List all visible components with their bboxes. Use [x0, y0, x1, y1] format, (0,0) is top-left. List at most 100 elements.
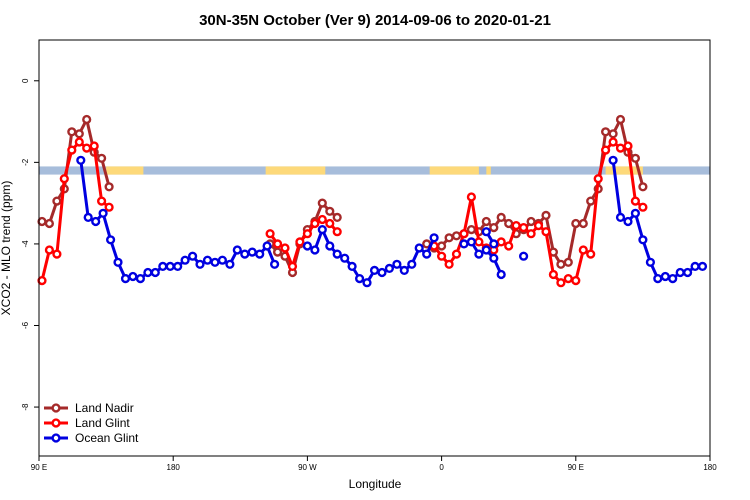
- series-2-point-2-5: [496, 269, 506, 280]
- series-1-point-1-6: [310, 218, 320, 229]
- series-2-point-1-11: [384, 263, 395, 274]
- series-2-line-1: [306, 228, 436, 285]
- series-2-point-0-19: [217, 255, 228, 265]
- series-1-point-2-19: [571, 276, 581, 286]
- series-2-point-5-7: [660, 271, 670, 282]
- series-2-point-5-9: [675, 267, 685, 278]
- series-1-point-2-27: [630, 196, 641, 206]
- series-0-point-2-18: [556, 259, 566, 269]
- series-1-point-0-6: [82, 143, 92, 153]
- series-1-point-1-0: [265, 229, 275, 239]
- series-2-point-4-0: [518, 251, 529, 261]
- series-1-point-1-8: [325, 218, 335, 229]
- legend-marker-1: [51, 418, 61, 428]
- series-2-point-0-4: [105, 235, 116, 245]
- series-2-line-0: [79, 160, 276, 281]
- series-1-point-2-17: [556, 278, 566, 288]
- series-2-point-1-0: [302, 241, 313, 251]
- y-tick-label-0: 0: [21, 78, 30, 83]
- legend-marker-0: [51, 403, 61, 413]
- series-2-point-0-9: [143, 267, 153, 278]
- series-2-point-1-16: [422, 249, 432, 259]
- land-band-2: [429, 166, 479, 175]
- series-2-point-1-14: [407, 259, 417, 269]
- series-2-point-1-12: [392, 259, 402, 269]
- series-2-point-0-23: [247, 247, 257, 257]
- land-band-1: [265, 166, 326, 175]
- series-0-point-1-8: [325, 206, 335, 216]
- series-1-point-2-24: [608, 137, 618, 147]
- y-axis-label: XCO2 - MLO trend (ppm): [0, 181, 13, 316]
- series-2-point-5-1: [615, 212, 626, 223]
- land-band-4: [605, 166, 643, 175]
- series-1-point-2-18: [563, 274, 573, 284]
- series-2-point-0-16: [195, 259, 205, 269]
- series-2-point-1-10: [377, 267, 387, 278]
- chart-title: 30N-35N October (Ver 9) 2014-09-06 to 20…: [199, 12, 551, 29]
- series-0-point-2-25: [608, 129, 618, 139]
- x-tick-label-2: 90 W: [298, 463, 317, 472]
- series-1-point-1-1: [273, 239, 283, 249]
- series-1-point-0-9: [104, 202, 114, 212]
- series-2-point-1-15: [414, 243, 424, 253]
- series-2-point-0-26: [270, 259, 280, 269]
- series-2-point-5-3: [630, 208, 641, 218]
- series-2-point-0-7: [128, 271, 138, 282]
- series-1-point-2-1: [437, 251, 447, 261]
- series-2-point-2-0: [459, 239, 469, 249]
- series-0-point-2-2: [437, 241, 447, 251]
- series-0-point-0-1: [44, 218, 55, 229]
- series-2-point-5-10: [682, 267, 693, 278]
- series-1-point-2-4: [459, 229, 469, 239]
- series-2-point-5-6: [653, 274, 663, 284]
- series-0-point-0-0: [37, 216, 47, 227]
- series-1-point-2-14: [533, 221, 544, 231]
- series-2-point-2-4: [489, 253, 499, 263]
- series-1-point-2-23: [600, 145, 611, 155]
- series-2-point-5-8: [668, 274, 678, 284]
- land-band-3: [486, 166, 491, 175]
- y-tick-label-1: -2: [21, 158, 30, 166]
- series-2-point-1-3: [325, 241, 335, 251]
- series-1-point-1-5: [302, 229, 313, 239]
- series-0-point-0-9: [104, 182, 114, 192]
- series-2-point-3-0: [481, 227, 491, 237]
- series-0-point-2-10: [496, 212, 506, 223]
- series-2-point-0-22: [240, 249, 250, 259]
- series-2-point-0-18: [210, 257, 220, 267]
- series-2-point-1-6: [347, 261, 357, 272]
- series-1-point-2-13: [526, 229, 536, 239]
- series-1-point-2-5: [466, 192, 477, 202]
- series-0-point-2-9: [489, 223, 499, 233]
- series-2-point-5-2: [623, 216, 633, 227]
- series-2-point-0-13: [173, 261, 183, 272]
- series-1-point-0-7: [89, 141, 99, 151]
- series-2-point-1-2: [317, 225, 327, 235]
- series-1-point-1-7: [317, 214, 327, 225]
- series-2-point-1-7: [355, 274, 365, 284]
- series-2-point-1-5: [340, 253, 350, 263]
- series-0-point-1-9: [332, 212, 342, 223]
- y-axis: 0 -2 -4 -6 -8: [21, 78, 39, 411]
- series-0-point-1-1: [273, 247, 283, 257]
- series-2-point-0-12: [165, 261, 175, 272]
- series-layer: [37, 114, 708, 288]
- series-0-point-2-19: [563, 257, 573, 267]
- series-2-point-0-3: [98, 208, 108, 218]
- series-1-point-2-9: [496, 237, 506, 247]
- x-tick-label-4: 90 E: [568, 463, 584, 472]
- series-2-point-0-20: [225, 259, 235, 269]
- series-0-point-0-6: [82, 114, 92, 125]
- series-0-point-2-6: [466, 225, 477, 235]
- series-1-point-0-8: [96, 196, 107, 206]
- series-0-point-2-26: [615, 114, 626, 125]
- y-tick-label-2: -4: [21, 240, 30, 248]
- series-0-point-2-28: [630, 153, 641, 163]
- x-tick-label-5: 180: [703, 463, 717, 472]
- series-1-point-0-0: [37, 276, 47, 286]
- series-2-point-2-3: [481, 245, 491, 255]
- series-2-point-5-0: [608, 155, 618, 165]
- series-1-point-1-2: [280, 243, 290, 253]
- series-2-point-1-9: [369, 265, 380, 276]
